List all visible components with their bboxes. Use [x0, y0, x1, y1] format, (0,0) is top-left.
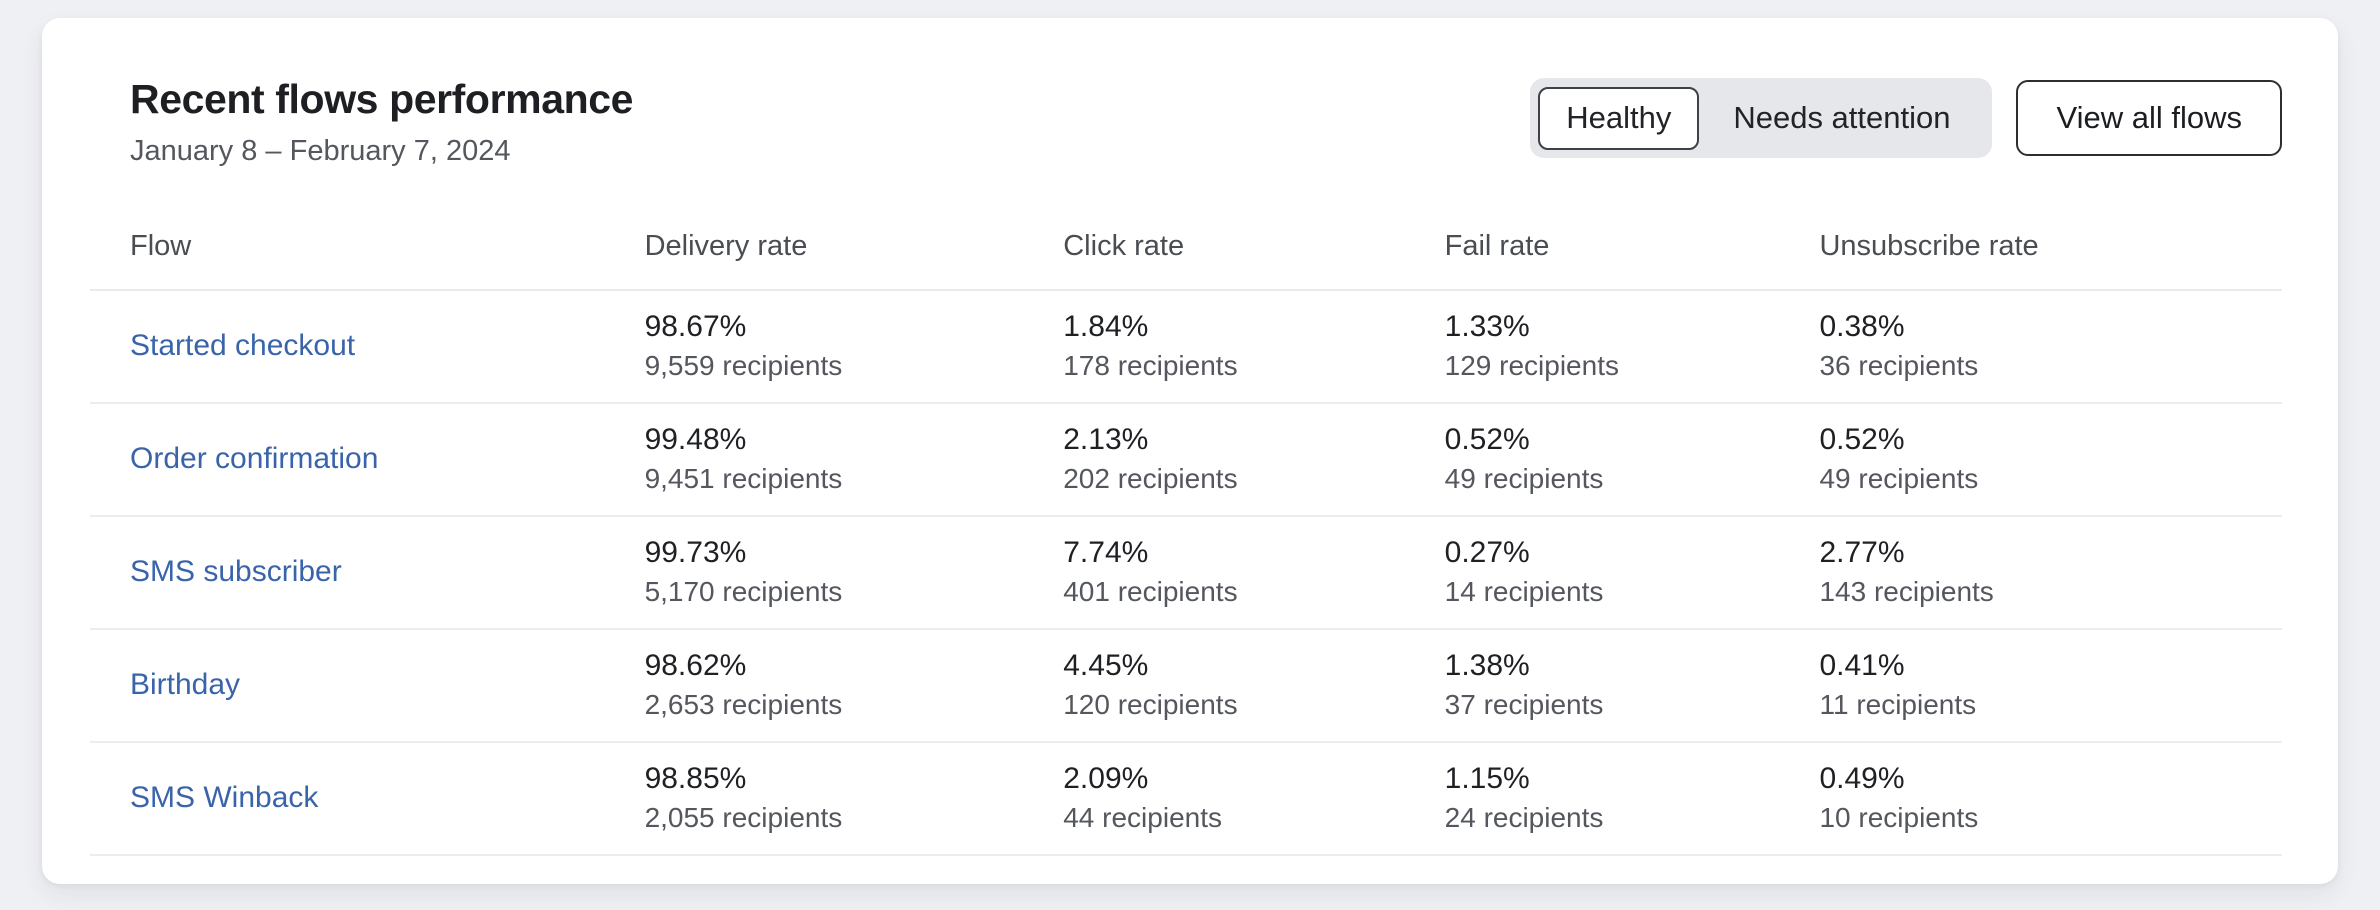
click-rate-cell: 2.09% 44 recipients: [1063, 760, 1444, 835]
metric-recipients: 401 recipients: [1063, 576, 1238, 607]
metric-value: 0.41%: [1819, 649, 1905, 682]
metric-value: 98.62%: [644, 649, 747, 682]
metric-recipients: 14 recipients: [1444, 576, 1604, 607]
metric-recipients: 44 recipients: [1063, 802, 1222, 833]
flow-link[interactable]: SMS Winback: [130, 780, 319, 814]
metric-value: 2.09%: [1063, 762, 1149, 795]
click-rate-cell: 4.45% 120 recipients: [1063, 647, 1444, 722]
delivery-rate-cell: 98.67% 9,559 recipients: [645, 308, 1064, 383]
metric-value: 0.27%: [1444, 536, 1530, 569]
metric-recipients: 120 recipients: [1063, 689, 1238, 720]
metric-recipients: 37 recipients: [1444, 689, 1604, 720]
page-title: Recent flows performance: [130, 76, 634, 122]
flow-cell: Birthday: [90, 668, 645, 702]
card-header: Recent flows performance January 8 – Feb…: [90, 62, 2282, 168]
recent-flows-card: Recent flows performance January 8 – Feb…: [42, 18, 2338, 884]
metric-value: 1.84%: [1063, 310, 1149, 343]
metric-recipients: 202 recipients: [1063, 463, 1238, 494]
metric-recipients: 178 recipients: [1063, 350, 1238, 381]
metric-recipients: 49 recipients: [1444, 463, 1604, 494]
metric-value: 0.38%: [1819, 310, 1905, 343]
metric-value: 2.77%: [1819, 536, 1905, 569]
metric-value: 98.85%: [644, 762, 747, 795]
table-row: Started checkout 98.67% 9,559 recipients…: [90, 291, 2282, 404]
column-header-fail-rate: Fail rate: [1444, 230, 1550, 262]
metric-recipients: 129 recipients: [1444, 350, 1619, 381]
flow-link[interactable]: SMS subscriber: [130, 554, 342, 588]
click-rate-cell: 7.74% 401 recipients: [1063, 534, 1444, 609]
delivery-rate-cell: 98.62% 2,653 recipients: [645, 647, 1064, 722]
flows-table: Flow Delivery rate Click rate Fail rate …: [90, 230, 2282, 856]
metric-value: 2.13%: [1063, 423, 1149, 456]
metric-value: 0.49%: [1819, 762, 1905, 795]
delivery-rate-cell: 99.48% 9,451 recipients: [645, 421, 1064, 496]
unsubscribe-rate-cell: 2.77% 143 recipients: [1819, 534, 2282, 609]
flow-cell: SMS Winback: [90, 781, 645, 815]
metric-recipients: 10 recipients: [1819, 802, 1979, 833]
metric-value: 7.74%: [1063, 536, 1149, 569]
fail-rate-cell: 1.15% 24 recipients: [1445, 760, 1820, 835]
header-controls: Healthy Needs attention View all flows: [1530, 78, 2282, 158]
flow-cell: Started checkout: [90, 329, 645, 363]
metric-recipients: 143 recipients: [1819, 576, 1994, 607]
flow-cell: SMS subscriber: [90, 555, 645, 589]
column-header-flow: Flow: [130, 230, 192, 262]
date-range: January 8 – February 7, 2024: [130, 135, 511, 167]
metric-recipients: 5,170 recipients: [644, 576, 843, 607]
table-row: SMS subscriber 99.73% 5,170 recipients 7…: [90, 517, 2282, 630]
table-header-row: Flow Delivery rate Click rate Fail rate …: [90, 230, 2282, 291]
metric-recipients: 2,055 recipients: [644, 802, 843, 833]
column-header-click-rate: Click rate: [1063, 230, 1185, 262]
metric-recipients: 2,653 recipients: [644, 689, 843, 720]
delivery-rate-cell: 99.73% 5,170 recipients: [645, 534, 1064, 609]
metric-value: 1.38%: [1444, 649, 1530, 682]
metric-value: 0.52%: [1444, 423, 1530, 456]
column-header-delivery-rate: Delivery rate: [644, 230, 808, 262]
fail-rate-cell: 0.52% 49 recipients: [1445, 421, 1820, 496]
unsubscribe-rate-cell: 0.38% 36 recipients: [1819, 308, 2282, 383]
metric-recipients: 24 recipients: [1444, 802, 1604, 833]
click-rate-cell: 1.84% 178 recipients: [1063, 308, 1444, 383]
title-block: Recent flows performance January 8 – Feb…: [90, 62, 633, 168]
flow-link[interactable]: Started checkout: [130, 328, 356, 362]
unsubscribe-rate-cell: 0.52% 49 recipients: [1819, 421, 2282, 496]
metric-recipients: 9,559 recipients: [644, 350, 843, 381]
toggle-option-healthy[interactable]: Healthy: [1538, 86, 1700, 150]
fail-rate-cell: 0.27% 14 recipients: [1445, 534, 1820, 609]
table-row: Order confirmation 99.48% 9,451 recipien…: [90, 404, 2282, 517]
unsubscribe-rate-cell: 0.49% 10 recipients: [1819, 760, 2282, 835]
table-row: Birthday 98.62% 2,653 recipients 4.45% 1…: [90, 630, 2282, 743]
metric-value: 1.15%: [1444, 762, 1530, 795]
metric-recipients: 36 recipients: [1819, 350, 1979, 381]
fail-rate-cell: 1.33% 129 recipients: [1445, 308, 1820, 383]
metric-value: 4.45%: [1063, 649, 1149, 682]
metric-recipients: 49 recipients: [1819, 463, 1979, 494]
table-row: SMS Winback 98.85% 2,055 recipients 2.09…: [90, 743, 2282, 856]
metric-value: 1.33%: [1444, 310, 1530, 343]
flow-cell: Order confirmation: [90, 442, 645, 476]
metric-value: 0.52%: [1819, 423, 1905, 456]
metric-recipients: 11 recipients: [1819, 689, 1977, 720]
metric-value: 98.67%: [644, 310, 747, 343]
view-all-flows-button[interactable]: View all flows: [2016, 80, 2282, 156]
toggle-option-needs-attention[interactable]: Needs attention: [1699, 86, 1984, 150]
delivery-rate-cell: 98.85% 2,055 recipients: [645, 760, 1064, 835]
column-header-unsubscribe-rate: Unsubscribe rate: [1819, 230, 2039, 262]
flow-link[interactable]: Order confirmation: [130, 441, 379, 475]
unsubscribe-rate-cell: 0.41% 11 recipients: [1819, 647, 2282, 722]
metric-recipients: 9,451 recipients: [644, 463, 843, 494]
status-filter-toggle: Healthy Needs attention: [1530, 78, 1993, 158]
flow-link[interactable]: Birthday: [130, 667, 241, 701]
click-rate-cell: 2.13% 202 recipients: [1063, 421, 1444, 496]
metric-value: 99.73%: [644, 536, 747, 569]
page-background: Recent flows performance January 8 – Feb…: [0, 18, 2380, 910]
metric-value: 99.48%: [644, 423, 747, 456]
fail-rate-cell: 1.38% 37 recipients: [1445, 647, 1820, 722]
